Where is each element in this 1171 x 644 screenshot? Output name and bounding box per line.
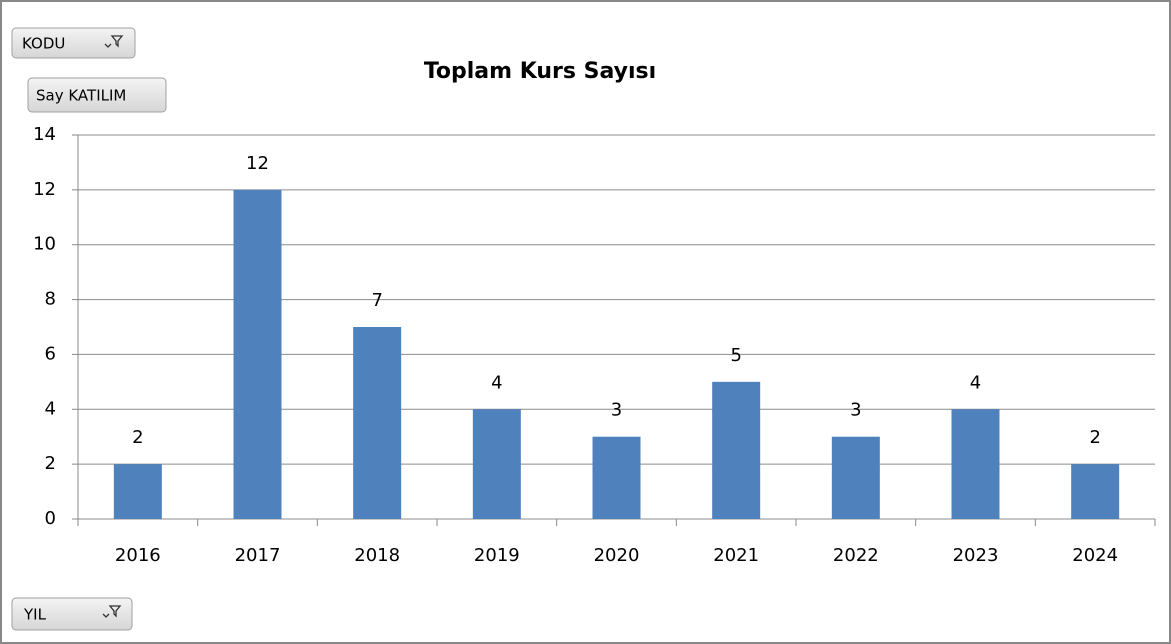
y-tick-label: 12 xyxy=(33,179,56,200)
data-label: 4 xyxy=(970,372,981,393)
value-field-button[interactable]: Say KATILIM xyxy=(27,77,167,113)
bar xyxy=(353,327,402,519)
bar xyxy=(712,381,761,519)
y-tick-label: 10 xyxy=(33,234,56,255)
data-label: 12 xyxy=(246,153,269,174)
button-label: KODU xyxy=(22,35,65,53)
y-tick-label: 6 xyxy=(45,343,56,364)
x-tick-label: 2024 xyxy=(1072,545,1118,566)
x-tick-label: 2017 xyxy=(235,545,281,566)
y-tick-label: 4 xyxy=(45,398,56,419)
data-label: 3 xyxy=(611,400,622,421)
data-label: 4 xyxy=(491,372,502,393)
x-tick-label: 2021 xyxy=(713,545,759,566)
bar xyxy=(951,409,1000,519)
chart-title: Toplam Kurs Sayısı xyxy=(424,59,656,84)
axis-field-button[interactable]: YIL xyxy=(11,597,133,631)
bar xyxy=(472,409,521,519)
x-tick-label: 2019 xyxy=(474,545,520,566)
bar xyxy=(1071,464,1120,519)
x-tick-label: 2023 xyxy=(953,545,999,566)
button-label: Say KATILIM xyxy=(36,87,126,105)
y-tick-label: 8 xyxy=(45,289,56,310)
data-label: 2 xyxy=(1089,427,1100,448)
data-label: 5 xyxy=(730,345,741,366)
y-tick-label: 2 xyxy=(45,453,56,474)
data-label: 3 xyxy=(850,400,861,421)
button-label: YIL xyxy=(23,606,47,624)
x-tick-label: 2018 xyxy=(354,545,400,566)
bar xyxy=(592,436,641,519)
data-label: 7 xyxy=(371,290,382,311)
y-tick-label: 0 xyxy=(45,508,56,529)
bar xyxy=(113,464,162,519)
x-tick-label: 2022 xyxy=(833,545,879,566)
y-tick-label: 14 xyxy=(33,124,56,145)
x-tick-label: 2016 xyxy=(115,545,161,566)
bar xyxy=(831,436,880,519)
data-label: 2 xyxy=(132,427,143,448)
bar xyxy=(233,189,282,519)
x-tick-label: 2020 xyxy=(594,545,640,566)
filter-button[interactable]: KODU xyxy=(11,27,136,59)
